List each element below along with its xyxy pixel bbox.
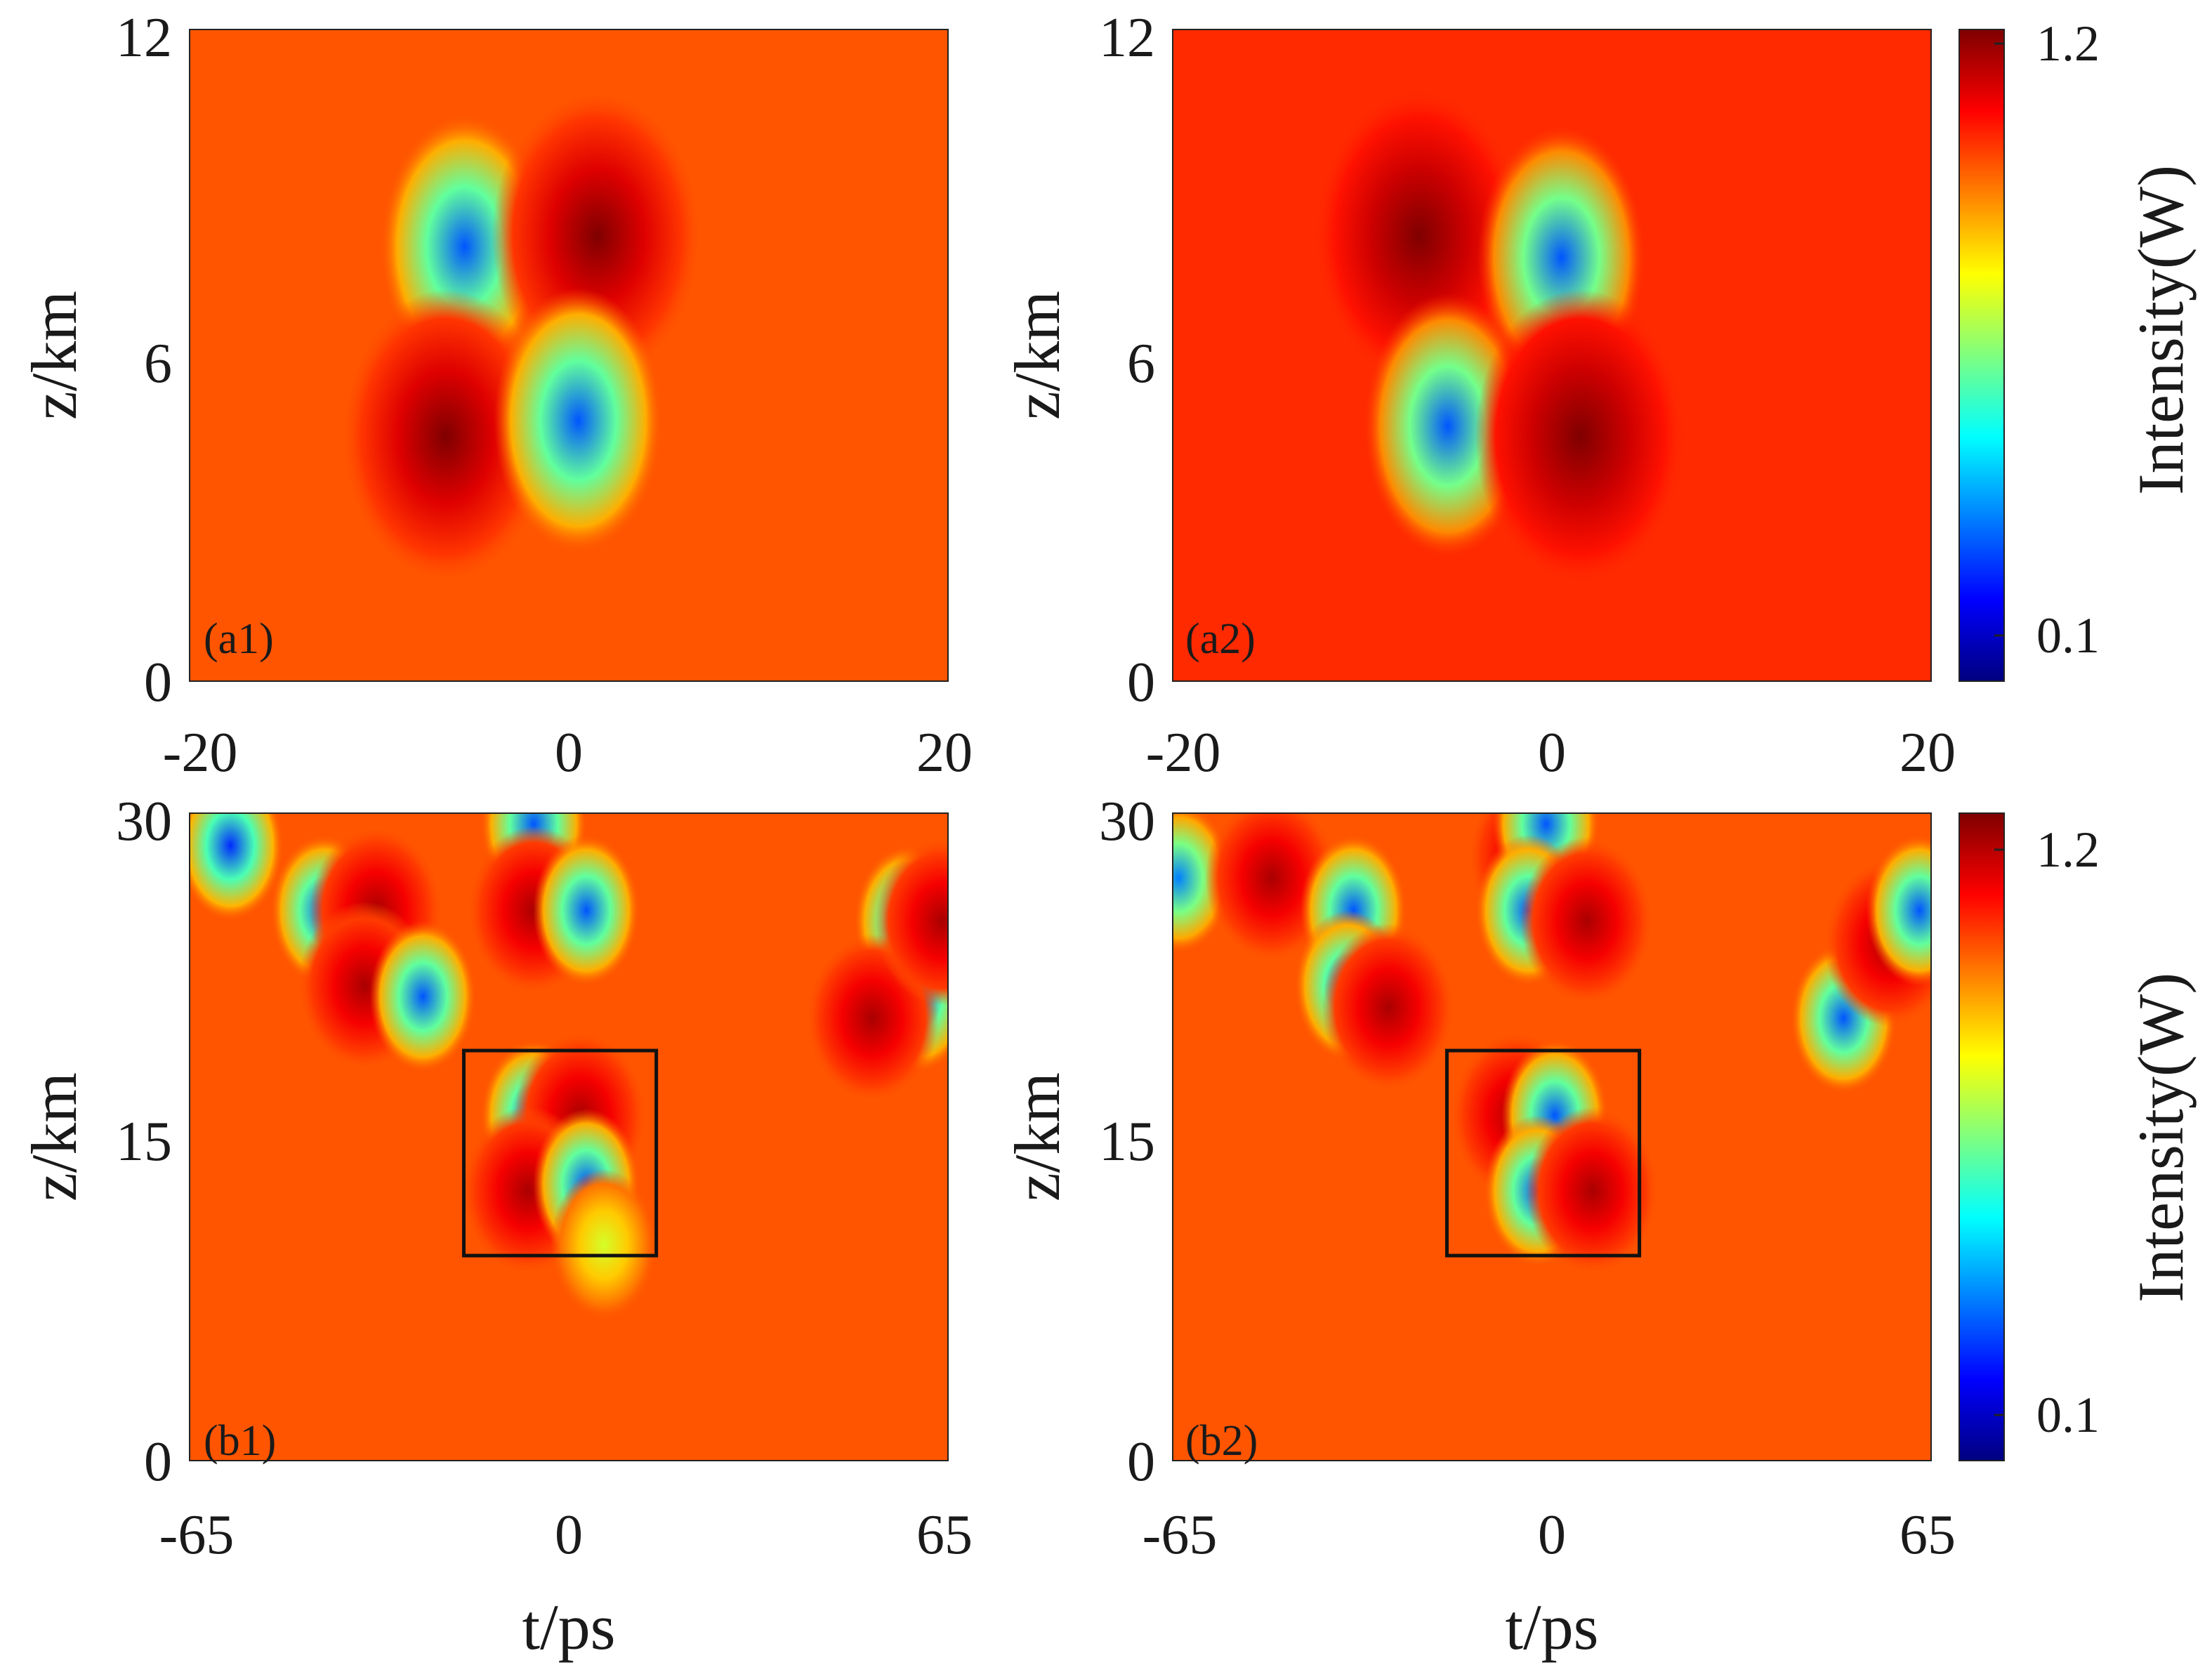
panel-a1-features bbox=[340, 88, 703, 584]
colorbar-bottom-gradient bbox=[1958, 812, 2005, 1461]
colorbar-top: 1.2 0.1 Intensity(W) bbox=[1958, 15, 2197, 682]
panel-b1-features bbox=[190, 813, 948, 1321]
panel-b2-xtick-left: -65 bbox=[1143, 1504, 1218, 1566]
panel-b2-ytick-top: 30 bbox=[1099, 791, 1155, 852]
intensity-peak-mark bbox=[875, 836, 948, 1006]
panel-a1-xtick-right: 20 bbox=[916, 722, 973, 784]
panel-b1: (b1) 30 15 0 -65 0 65 z/km t/ps bbox=[18, 791, 973, 1663]
colorbar-top-gradient bbox=[1958, 29, 2005, 682]
panel-b1-ytick-bottom: 0 bbox=[144, 1431, 172, 1493]
intensity-dip-mark bbox=[190, 813, 284, 922]
panel-b2-xlabel: t/ps bbox=[1506, 1591, 1599, 1663]
panel-b2-features bbox=[1173, 813, 1931, 1275]
colorbar-top-tick-label-high: 1.2 bbox=[2036, 15, 2100, 72]
intensity-peak-mark bbox=[340, 289, 551, 584]
intensity-dip-mark bbox=[532, 834, 640, 987]
panel-b2-ylabel: z/km bbox=[1001, 1072, 1073, 1201]
panel-b1-xtick-left: -65 bbox=[159, 1504, 235, 1566]
panel-a1-xtick-left: -20 bbox=[163, 722, 238, 784]
panel-b2-highlight-box bbox=[1444, 1048, 1642, 1258]
panel-b1-frame bbox=[189, 812, 949, 1461]
panel-a1-ytick-mid: 6 bbox=[144, 333, 172, 395]
panel-b1-ylabel: z/km bbox=[18, 1072, 90, 1201]
intensity-peak-mark bbox=[1526, 1106, 1660, 1275]
intensity-peak-mark bbox=[1520, 836, 1654, 1006]
panel-a2-label: (a2) bbox=[1185, 615, 1256, 663]
panel-a2: (a2) 12 6 0 -20 0 20 z/km bbox=[1001, 7, 1956, 784]
panel-b2-label: (b2) bbox=[1185, 1417, 1258, 1465]
panel-a1-ytick-bottom: 0 bbox=[144, 652, 172, 713]
panel-a1-ytick-top: 12 bbox=[116, 7, 172, 69]
panel-a2-xtick-mid: 0 bbox=[1538, 722, 1566, 784]
panel-b1-xlabel: t/ps bbox=[522, 1591, 616, 1663]
colorbar-bottom-tick-label-high: 1.2 bbox=[2036, 822, 2100, 878]
panel-b1-ytick-mid: 15 bbox=[116, 1111, 172, 1173]
colorbar-top-label: Intensity(W) bbox=[2125, 165, 2197, 495]
colorbar-bottom-label: Intensity(W) bbox=[2125, 973, 2197, 1303]
panel-a2-xtick-left: -20 bbox=[1146, 722, 1221, 784]
intensity-dip-mark bbox=[369, 921, 477, 1073]
colorbar-bottom-tick-label-low: 0.1 bbox=[2036, 1387, 2100, 1443]
intensity-dip-mark bbox=[550, 1168, 657, 1321]
panel-b2: (b2) 30 15 0 -65 0 65 z/km t/ps bbox=[1001, 791, 1956, 1663]
panel-b1-highlight-box bbox=[461, 1048, 659, 1258]
panel-a2-features bbox=[1314, 88, 1686, 584]
colorbar-bottom: 1.2 0.1 Intensity(W) bbox=[1958, 812, 2197, 1461]
panel-b2-ytick-mid: 15 bbox=[1099, 1111, 1155, 1173]
intensity-peak-mark bbox=[1322, 923, 1456, 1092]
panel-b2-xtick-right: 65 bbox=[1900, 1504, 1956, 1566]
panel-a2-ylabel: z/km bbox=[1001, 291, 1073, 420]
panel-a1-frame bbox=[189, 29, 949, 682]
panel-b2-frame bbox=[1172, 812, 1932, 1461]
panel-b2-ytick-bottom: 0 bbox=[1127, 1431, 1155, 1493]
panel-a2-ytick-bottom: 0 bbox=[1127, 652, 1155, 713]
panel-a2-frame bbox=[1172, 29, 1932, 682]
panel-a1-xtick-mid: 0 bbox=[555, 722, 583, 784]
panel-b2-xtick-mid: 0 bbox=[1538, 1504, 1566, 1566]
panel-a1-label: (a1) bbox=[204, 615, 274, 663]
panel-b1-xtick-mid: 0 bbox=[555, 1504, 583, 1566]
intensity-peak-mark bbox=[1475, 289, 1686, 584]
panel-a2-ytick-top: 12 bbox=[1099, 7, 1155, 69]
intensity-dip-mark bbox=[494, 287, 663, 553]
panel-b1-xtick-right: 65 bbox=[916, 1504, 973, 1566]
panel-a2-ytick-mid: 6 bbox=[1127, 333, 1155, 395]
panel-b1-ytick-top: 30 bbox=[116, 791, 172, 852]
panel-a1: (a1) 12 6 0 -20 0 20 z/km bbox=[18, 7, 973, 784]
panel-a2-xtick-right: 20 bbox=[1900, 722, 1956, 784]
intensity-dip-mark bbox=[1866, 834, 1931, 987]
panel-b1-label: (b1) bbox=[204, 1417, 276, 1465]
colorbar-top-tick-label-low: 0.1 bbox=[2036, 607, 2100, 664]
panel-a1-ylabel: z/km bbox=[18, 291, 90, 420]
